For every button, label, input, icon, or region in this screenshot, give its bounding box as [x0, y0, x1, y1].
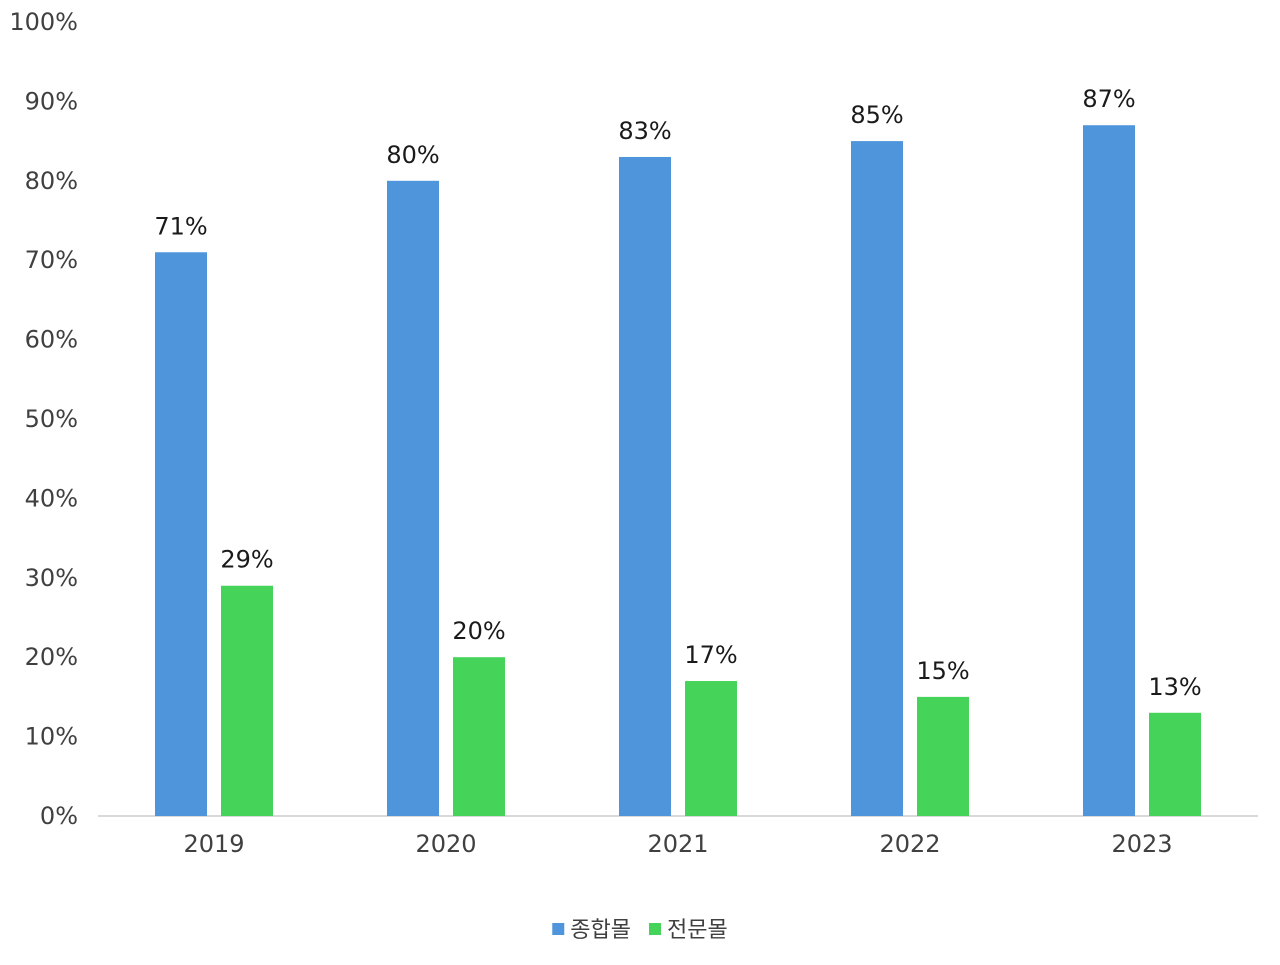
x-tick-label: 2020 — [415, 830, 476, 858]
y-tick-label: 70% — [25, 246, 78, 274]
y-tick-label: 0% — [40, 802, 78, 830]
legend-swatch — [552, 923, 565, 935]
y-tick-label: 90% — [25, 87, 78, 115]
y-tick-label: 60% — [25, 326, 78, 354]
bar-series2-2019 — [221, 585, 273, 816]
bar-series2-2021 — [685, 681, 737, 816]
bars — [155, 125, 1201, 817]
data-label: 87% — [1082, 85, 1135, 113]
legend: 종합몰 전문몰 — [552, 918, 728, 943]
bar-series1-2022 — [851, 141, 903, 817]
bar-series2-2020 — [453, 657, 505, 816]
bar-series1-2021 — [619, 156, 671, 817]
legend-label: 종합몰 — [570, 918, 631, 943]
y-tick-label: 100% — [9, 8, 78, 36]
data-label: 15% — [916, 657, 969, 685]
bar-series1-2019 — [155, 252, 207, 816]
data-label: 13% — [1148, 673, 1201, 701]
bar-series1-2020 — [387, 180, 439, 817]
data-label: 20% — [452, 617, 505, 645]
x-axis-ticks: 2019 2020 2021 2022 2023 — [183, 830, 1172, 858]
data-label: 71% — [154, 212, 207, 240]
x-tick-label: 2023 — [1111, 830, 1172, 858]
y-tick-label: 40% — [25, 484, 78, 512]
data-label: 29% — [220, 546, 273, 574]
y-tick-label: 80% — [25, 167, 78, 195]
data-label: 83% — [618, 117, 671, 145]
y-axis-ticks: 0% 10% 20% 30% 40% 50% 60% 70% 80% 90% 100% — [9, 8, 78, 830]
legend-item: 종합몰 — [552, 918, 631, 943]
data-label: 85% — [850, 101, 903, 129]
y-tick-label: 50% — [25, 405, 78, 433]
y-tick-label: 20% — [25, 643, 78, 671]
bar-series2-2022 — [917, 696, 969, 816]
y-tick-label: 30% — [25, 564, 78, 592]
data-labels: 71% 29% 80% 20% 83% 17% 85% 15% 87% 13% — [154, 85, 1201, 701]
legend-swatch — [649, 923, 661, 935]
legend-item: 전문몰 — [649, 918, 728, 943]
data-label: 17% — [684, 641, 737, 669]
x-tick-label: 2021 — [647, 830, 708, 858]
bar-series2-2023 — [1149, 712, 1201, 816]
x-tick-label: 2019 — [183, 830, 244, 858]
data-label: 80% — [386, 141, 439, 169]
bar-series1-2023 — [1083, 125, 1135, 817]
y-tick-label: 10% — [25, 723, 78, 751]
x-tick-label: 2022 — [879, 830, 940, 858]
legend-label: 전문몰 — [667, 918, 728, 943]
